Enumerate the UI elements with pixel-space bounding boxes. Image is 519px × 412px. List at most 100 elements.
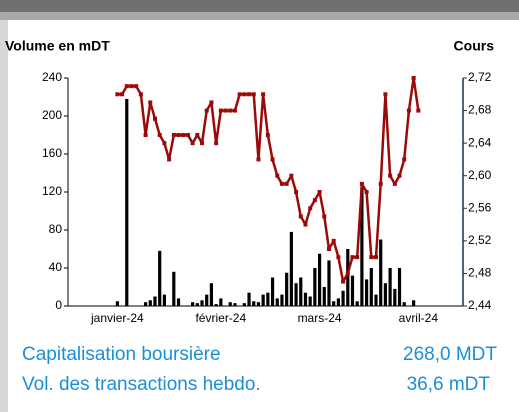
header-bar — [0, 0, 519, 12]
bar — [252, 301, 256, 306]
price-marker — [378, 181, 383, 186]
price-marker — [124, 84, 129, 89]
price-marker — [218, 108, 223, 113]
info-label: Capitalisation boursière — [22, 344, 221, 365]
bar — [247, 292, 251, 306]
bar — [261, 294, 265, 306]
bar — [412, 300, 416, 306]
bar — [195, 303, 199, 306]
bar — [289, 231, 293, 306]
x-tick-label: février-24 — [195, 311, 246, 325]
price-marker — [200, 141, 205, 146]
price-marker — [270, 157, 275, 162]
bar — [233, 303, 237, 306]
bar — [205, 294, 209, 306]
price-marker — [209, 100, 214, 105]
bar — [379, 239, 383, 306]
bar — [143, 302, 148, 306]
price-marker — [115, 92, 120, 97]
bar — [172, 271, 176, 306]
price-marker — [261, 92, 266, 97]
y2-tick-label: 2,56 — [468, 200, 492, 214]
price-marker — [247, 92, 252, 97]
bar — [397, 268, 402, 306]
price-marker — [331, 238, 336, 243]
bar — [350, 275, 355, 306]
bar — [270, 277, 275, 306]
bar — [158, 250, 162, 306]
price-marker — [195, 133, 200, 137]
bar — [153, 296, 157, 306]
bar — [115, 301, 119, 306]
price-line — [117, 76, 420, 283]
price-marker — [392, 181, 397, 186]
price-marker — [256, 157, 261, 162]
price-marker — [317, 190, 322, 194]
y2-tick-label: 2,68 — [468, 103, 492, 117]
price-marker — [369, 255, 374, 260]
price-marker — [228, 108, 233, 113]
price-marker — [374, 255, 379, 260]
price-marker — [152, 116, 157, 121]
y-tick-label: 240 — [42, 70, 62, 84]
bar — [327, 260, 331, 306]
info-label: Vol. des transactions hebdo. — [22, 374, 261, 395]
price-marker — [364, 190, 369, 194]
price-marker — [129, 84, 134, 89]
bar — [294, 283, 298, 306]
price-marker — [350, 255, 355, 260]
price-marker — [411, 76, 416, 80]
bar — [162, 294, 166, 306]
price-marker — [402, 157, 407, 162]
bar — [242, 303, 246, 306]
price-marker — [275, 173, 280, 178]
price-marker — [204, 108, 209, 113]
x-tick-label: avril-24 — [399, 311, 439, 325]
price-marker — [214, 141, 219, 146]
y-tick-label: 0 — [55, 298, 62, 312]
y2-tick-label: 2,44 — [468, 298, 492, 312]
bar — [303, 292, 308, 306]
y2-tick-label: 2,72 — [468, 70, 492, 84]
bar — [360, 187, 364, 306]
y2-tick-label: 2,48 — [468, 266, 492, 280]
y2-axis-title: Cours — [454, 38, 495, 54]
y-axis-title: Volume en mDT — [5, 38, 110, 54]
y-tick-label: 40 — [49, 260, 63, 274]
price-marker — [162, 141, 167, 146]
bar — [285, 272, 289, 306]
price-marker — [138, 92, 143, 97]
price-marker — [223, 108, 228, 113]
price-marker — [143, 133, 148, 137]
bar — [275, 298, 279, 306]
bar — [322, 287, 326, 306]
price-marker — [284, 181, 289, 186]
info-value: 36,6 mDT — [407, 374, 491, 395]
price-marker — [157, 133, 162, 137]
bar — [355, 301, 359, 306]
bar — [365, 279, 369, 306]
bar — [228, 302, 232, 306]
price-marker — [294, 190, 299, 194]
price-marker — [148, 100, 153, 105]
price-marker — [308, 206, 313, 211]
price-marker — [298, 214, 303, 219]
y-tick-label: 80 — [49, 222, 63, 236]
price-marker — [185, 133, 190, 137]
bar — [125, 98, 129, 307]
bar — [176, 298, 181, 306]
price-marker — [326, 247, 331, 251]
bar — [336, 298, 340, 306]
price-marker — [242, 92, 247, 97]
bar — [219, 298, 223, 306]
info-value: 268,0 MDT — [403, 344, 497, 365]
header-shade — [0, 12, 519, 20]
bar — [200, 300, 204, 306]
price-marker — [176, 133, 181, 137]
price-marker — [251, 92, 256, 97]
y-tick-label: 120 — [42, 184, 62, 198]
price-marker — [359, 181, 364, 186]
bar — [317, 253, 322, 306]
